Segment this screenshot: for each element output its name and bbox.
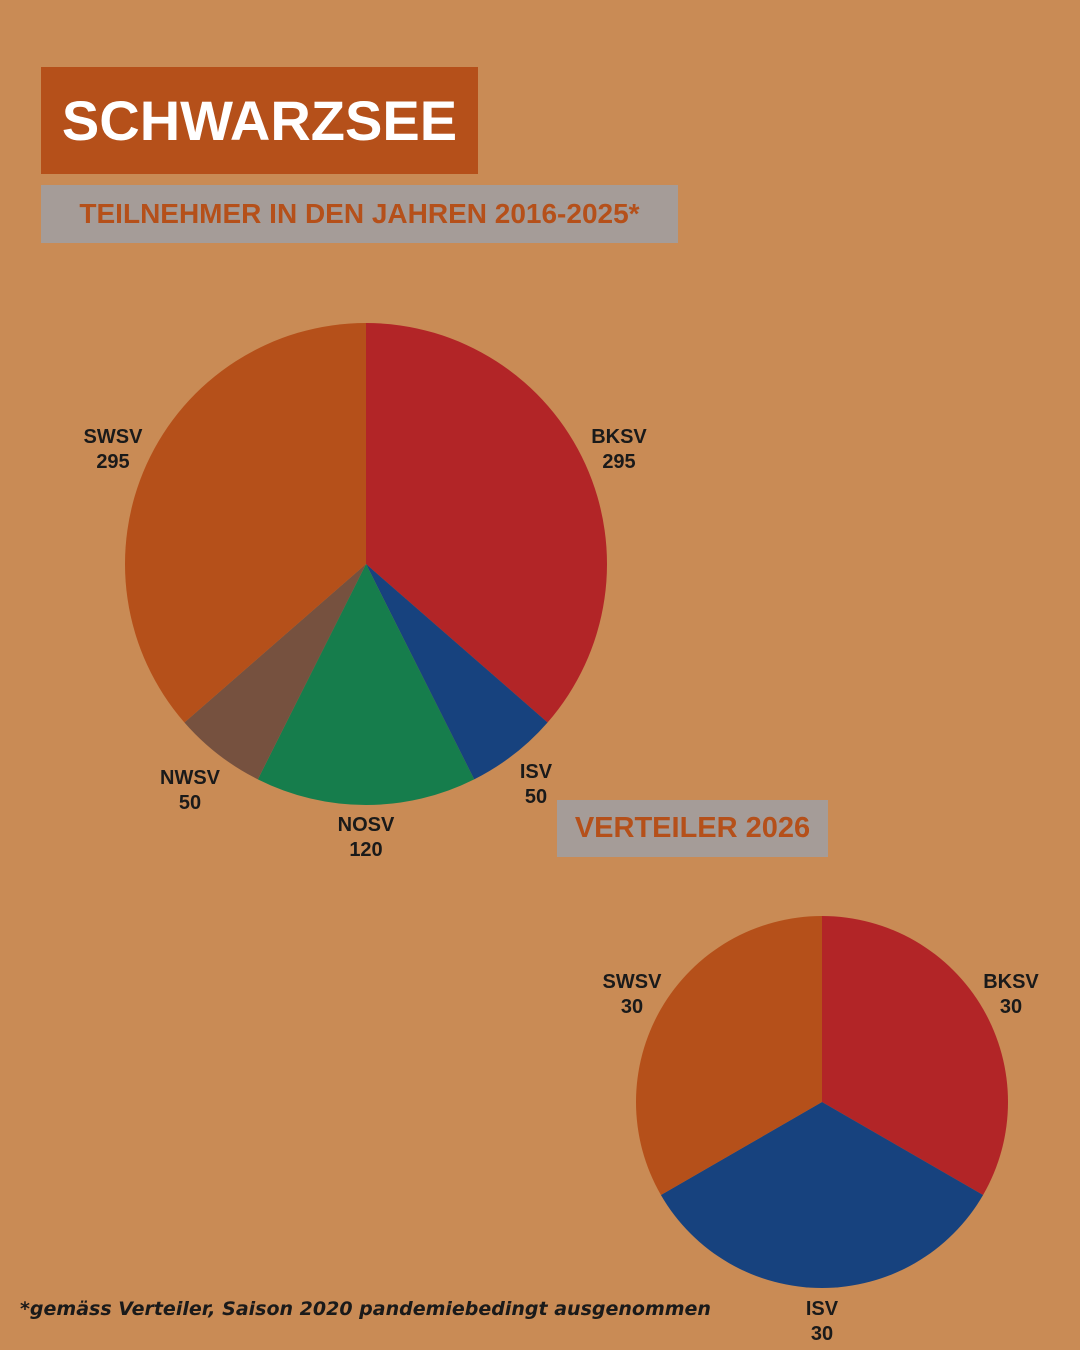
page-title: SCHWARZSEE [61, 89, 458, 152]
pie-slice-swsv [636, 916, 822, 1195]
slice-label-bksv: BKSV 30 [983, 971, 1039, 1018]
slice-label-isv: ISV 30 [806, 1298, 839, 1345]
chart2-title-box: VERTEILER 2026 [557, 800, 828, 857]
pie-slice-bksv [366, 323, 607, 723]
pie-slice-nwsv [184, 564, 366, 780]
subtitle-box: TEILNEHMER IN DEN JAHREN 2016-2025* [41, 185, 678, 243]
pie-slice-bksv [822, 916, 1008, 1195]
slice-label-nwsv: NWSV 50 [160, 767, 221, 814]
chart2-title: VERTEILER 2026 [574, 812, 811, 844]
pie-slice-swsv [125, 323, 366, 723]
footnote: *gemäss Verteiler, Saison 2020 pandemieb… [20, 1298, 711, 1320]
slice-label-nosv: NOSV 120 [338, 814, 395, 861]
page-subtitle: TEILNEHMER IN DEN JAHREN 2016-2025* [79, 198, 640, 229]
pie-slice-isv [660, 1102, 984, 1288]
slice-label-swsv: SWSV 30 [603, 971, 663, 1018]
slice-label-isv: ISV 50 [520, 761, 553, 808]
pie-chart-2026: BKSV 30 ISV 30 SWSV 30 [603, 916, 1039, 1345]
slice-label-swsv: SWSV 295 [84, 426, 144, 473]
title-box: SCHWARZSEE [41, 67, 478, 174]
pie-slice-nosv [257, 564, 475, 806]
slice-label-bksv: BKSV 295 [591, 426, 647, 473]
pie-slice-isv [366, 564, 548, 780]
pie-chart-2016-2025: BKSV 295 ISV 50 NOSV 120 NWSV 50 SWSV 295 [84, 323, 647, 861]
